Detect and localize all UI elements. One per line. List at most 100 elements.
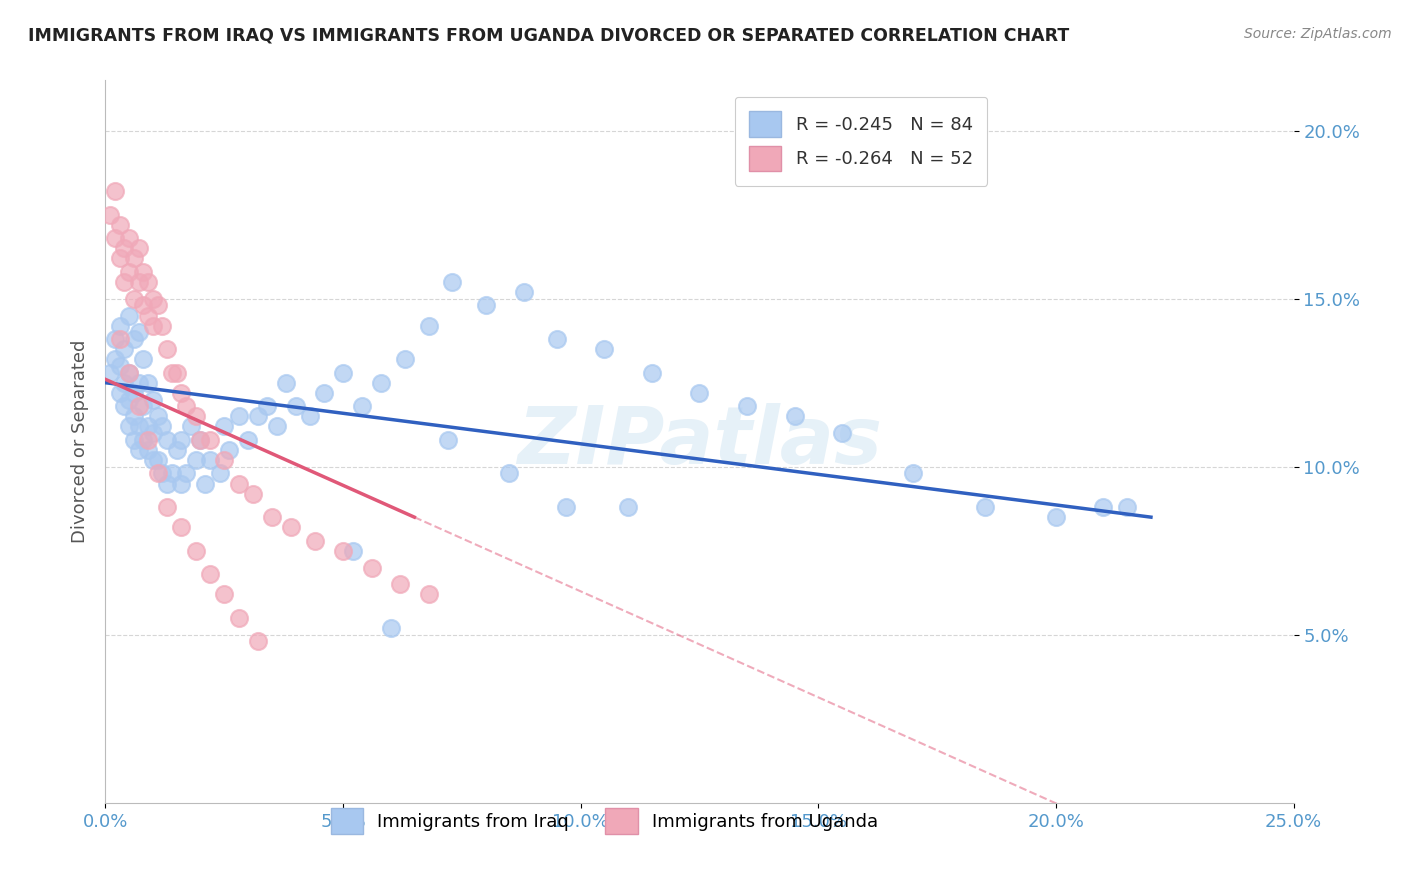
Point xyxy=(214,419,236,434)
Point xyxy=(108,332,131,346)
Point xyxy=(152,318,174,333)
Point xyxy=(831,426,853,441)
Point xyxy=(122,433,145,447)
Point xyxy=(284,399,307,413)
Point xyxy=(380,621,402,635)
Point xyxy=(546,332,568,346)
Point xyxy=(174,399,197,413)
Point xyxy=(246,634,269,648)
Point xyxy=(198,453,221,467)
Point xyxy=(394,352,416,367)
Point xyxy=(218,442,240,457)
Point xyxy=(146,467,169,481)
Point xyxy=(166,366,188,380)
Point xyxy=(132,298,155,312)
Point xyxy=(170,476,193,491)
Point xyxy=(973,500,995,514)
Point xyxy=(108,252,131,266)
Point xyxy=(118,309,141,323)
Point xyxy=(214,587,236,601)
Point xyxy=(370,376,392,390)
Point xyxy=(118,366,141,380)
Point xyxy=(114,342,136,356)
Point xyxy=(108,318,131,333)
Text: Source: ZipAtlas.com: Source: ZipAtlas.com xyxy=(1244,27,1392,41)
Point xyxy=(236,433,259,447)
Point xyxy=(389,577,412,591)
Point xyxy=(190,433,212,447)
Point xyxy=(156,476,179,491)
Point xyxy=(118,366,141,380)
Point xyxy=(128,442,150,457)
Point xyxy=(136,275,159,289)
Point xyxy=(146,298,169,312)
Point xyxy=(228,476,250,491)
Point xyxy=(474,298,496,312)
Point xyxy=(280,520,302,534)
Point xyxy=(122,332,145,346)
Point xyxy=(266,419,288,434)
Text: IMMIGRANTS FROM IRAQ VS IMMIGRANTS FROM UGANDA DIVORCED OR SEPARATED CORRELATION: IMMIGRANTS FROM IRAQ VS IMMIGRANTS FROM … xyxy=(28,27,1070,45)
Point xyxy=(194,476,217,491)
Point xyxy=(136,376,159,390)
Point xyxy=(136,309,159,323)
Point xyxy=(256,399,278,413)
Point xyxy=(122,292,145,306)
Point xyxy=(146,409,169,424)
Y-axis label: Divorced or Separated: Divorced or Separated xyxy=(70,340,89,543)
Point xyxy=(208,467,231,481)
Point xyxy=(136,442,159,457)
Point xyxy=(184,453,207,467)
Point xyxy=(108,359,131,373)
Point xyxy=(142,318,165,333)
Point xyxy=(903,467,925,481)
Legend: Immigrants from Iraq, Immigrants from Uganda: Immigrants from Iraq, Immigrants from Ug… xyxy=(323,801,886,841)
Point xyxy=(342,543,364,558)
Point xyxy=(108,385,131,400)
Point xyxy=(242,486,264,500)
Point xyxy=(128,399,150,413)
Point xyxy=(160,366,183,380)
Point xyxy=(114,275,136,289)
Point xyxy=(146,453,169,467)
Point xyxy=(332,543,354,558)
Point xyxy=(136,419,159,434)
Point xyxy=(104,184,127,198)
Point xyxy=(128,326,150,340)
Point xyxy=(122,409,145,424)
Point xyxy=(184,409,207,424)
Point xyxy=(246,409,269,424)
Point xyxy=(114,241,136,255)
Point xyxy=(332,366,354,380)
Point xyxy=(352,399,374,413)
Point xyxy=(98,208,121,222)
Point xyxy=(166,442,188,457)
Point xyxy=(190,433,212,447)
Point xyxy=(260,510,283,524)
Point xyxy=(228,409,250,424)
Point xyxy=(122,252,145,266)
Point xyxy=(1045,510,1067,524)
Point xyxy=(512,285,534,299)
Point xyxy=(118,265,141,279)
Point xyxy=(132,265,155,279)
Point xyxy=(142,453,165,467)
Point xyxy=(142,426,165,441)
Point xyxy=(136,433,159,447)
Point xyxy=(360,560,382,574)
Point xyxy=(152,467,174,481)
Point xyxy=(170,433,193,447)
Point xyxy=(441,275,464,289)
Point xyxy=(198,433,221,447)
Point xyxy=(198,567,221,582)
Point xyxy=(298,409,321,424)
Point xyxy=(641,366,664,380)
Point xyxy=(128,241,150,255)
Point xyxy=(104,332,127,346)
Point xyxy=(304,533,326,548)
Point xyxy=(118,419,141,434)
Point xyxy=(98,366,121,380)
Point xyxy=(108,218,131,232)
Point xyxy=(214,453,236,467)
Point xyxy=(152,419,174,434)
